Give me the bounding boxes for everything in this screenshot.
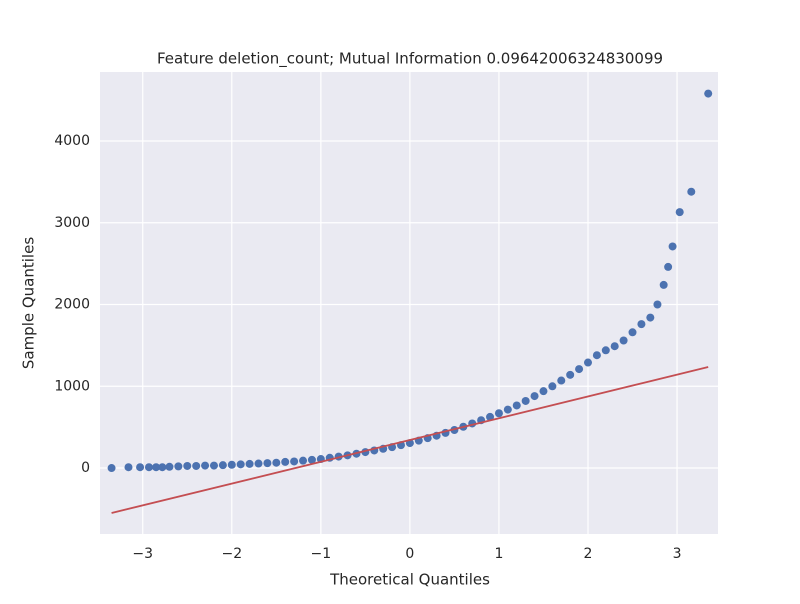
point <box>512 401 521 410</box>
x-axis-label: Theoretical Quantiles <box>329 571 490 589</box>
point <box>174 462 183 471</box>
point <box>583 358 592 367</box>
point <box>144 463 153 472</box>
point <box>687 187 696 196</box>
point <box>218 461 227 470</box>
plot-area <box>100 72 718 534</box>
point <box>503 405 512 414</box>
y-tick-label: 2000 <box>54 297 90 313</box>
point <box>290 457 299 466</box>
y-tick-label: 4000 <box>54 133 90 149</box>
point <box>201 461 210 470</box>
point <box>272 458 281 467</box>
point <box>668 242 677 251</box>
point <box>530 392 539 401</box>
point <box>646 313 655 322</box>
point <box>227 460 236 469</box>
point <box>183 461 192 470</box>
point <box>307 455 316 464</box>
y-tick-label: 3000 <box>54 215 90 231</box>
point <box>637 320 646 329</box>
point <box>539 387 548 396</box>
point <box>601 346 610 355</box>
x-tick-label: 2 <box>584 546 593 562</box>
point <box>245 459 254 468</box>
x-tick-label: 3 <box>673 546 682 562</box>
point <box>107 464 116 473</box>
point <box>548 382 557 391</box>
point <box>165 462 174 471</box>
y-tick-label: 1000 <box>54 378 90 394</box>
point <box>659 280 668 289</box>
point <box>299 456 308 465</box>
point <box>486 412 495 421</box>
point <box>664 262 673 271</box>
point <box>575 365 584 374</box>
marks <box>107 89 713 514</box>
point <box>521 396 530 405</box>
point <box>124 463 133 472</box>
point <box>152 463 161 472</box>
point <box>610 342 619 351</box>
y-tick-label: 0 <box>81 460 90 476</box>
x-tick-label: 1 <box>494 546 503 562</box>
point <box>653 300 662 309</box>
chart-title: Feature deletion_count; Mutual Informati… <box>157 50 663 69</box>
point <box>704 89 713 98</box>
point <box>136 463 145 472</box>
point <box>192 461 201 470</box>
x-tick-label: −2 <box>221 546 242 562</box>
point <box>236 460 245 469</box>
point <box>619 336 628 345</box>
point <box>592 351 601 360</box>
y-axis-label: Sample Quantiles <box>20 237 38 369</box>
x-tick-label: −1 <box>311 546 332 562</box>
point <box>566 370 575 379</box>
x-tick-label: −3 <box>132 546 153 562</box>
point <box>209 461 218 470</box>
point <box>675 208 684 217</box>
point <box>557 376 566 385</box>
point <box>254 459 263 468</box>
fit-line <box>111 366 709 514</box>
x-tick-label: 0 <box>405 546 414 562</box>
point <box>263 459 272 468</box>
point <box>494 409 503 418</box>
point <box>281 457 290 466</box>
point <box>158 463 167 472</box>
point <box>628 328 637 337</box>
